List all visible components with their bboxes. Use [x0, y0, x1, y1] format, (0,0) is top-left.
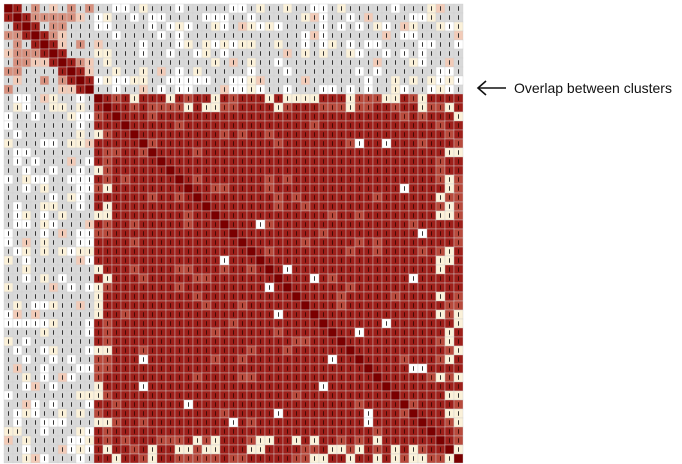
heatmap-cell [345, 345, 356, 356]
heatmap-cell [354, 354, 365, 365]
heatmap-cell [246, 246, 257, 257]
heatmap-cell [84, 84, 95, 95]
heatmap-cell [372, 372, 383, 383]
heatmap-cell [399, 399, 410, 410]
heatmap-cell [210, 210, 221, 221]
heatmap-cell [201, 201, 212, 212]
heatmap-cell [183, 183, 194, 194]
heatmap-cell [57, 57, 68, 68]
heatmap-cell [435, 435, 446, 446]
heatmap-cell [417, 417, 428, 428]
similarity-heatmap [3, 3, 464, 464]
heatmap-cell [129, 129, 140, 140]
heatmap-cell [219, 219, 230, 230]
heatmap-cells [3, 3, 464, 464]
heatmap-cell [426, 426, 437, 437]
heatmap-cell [75, 75, 86, 86]
heatmap-cell [327, 327, 338, 338]
heatmap-cell [408, 408, 419, 419]
heatmap-cell [30, 30, 41, 41]
heatmap-cell [273, 273, 284, 284]
heatmap-cell [291, 291, 302, 302]
heatmap-cell [228, 228, 239, 239]
heatmap-cell [12, 12, 23, 23]
heatmap-cell [138, 138, 149, 149]
heatmap-cell [174, 174, 185, 185]
heatmap-cell [111, 111, 122, 122]
heatmap-cell [147, 147, 158, 158]
heatmap-cell [165, 165, 176, 176]
heatmap-cell [3, 3, 14, 14]
heatmap-cell [381, 381, 392, 392]
heatmap-cell [390, 390, 401, 401]
heatmap-cell [264, 264, 275, 275]
heatmap-cell [336, 336, 347, 347]
heatmap-cell [156, 156, 167, 167]
heatmap-cell [120, 120, 131, 131]
heatmap-cell [102, 102, 113, 113]
heatmap-cell [48, 48, 59, 59]
heatmap-cell [66, 66, 77, 77]
heatmap-cell [309, 309, 320, 320]
heatmap-cell [300, 300, 311, 311]
heatmap-cell [255, 255, 266, 266]
heatmap-cell [237, 237, 248, 248]
heatmap-cell [39, 39, 50, 50]
heatmap-cell [363, 363, 374, 374]
heatmap-cell [21, 21, 32, 32]
heatmap-cell [282, 282, 293, 293]
heatmap-cell [192, 192, 203, 203]
heatmap-cell [93, 93, 104, 104]
heatmap-cell [318, 318, 329, 329]
